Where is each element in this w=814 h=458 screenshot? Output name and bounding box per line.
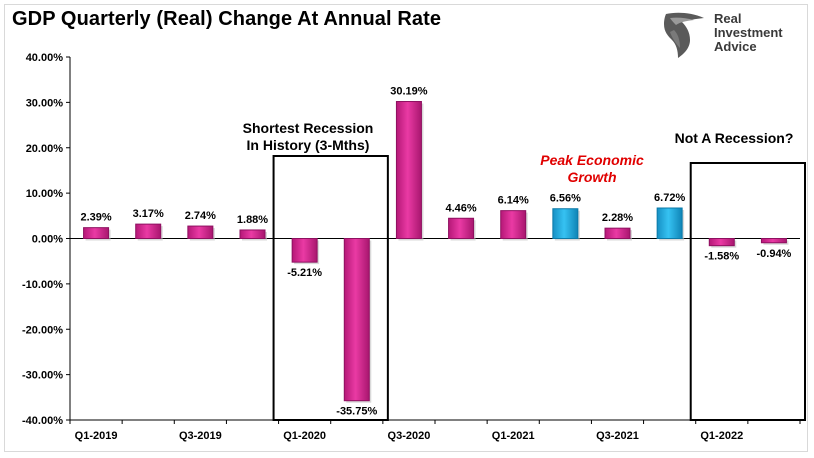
peak-annotation-line2: Growth [567, 169, 617, 185]
chart-title: GDP Quarterly (Real) Change At Annual Ra… [12, 8, 442, 30]
recession-annotation: Shortest Recession In History (3-Mths) [232, 120, 384, 154]
chart-frame [4, 4, 808, 452]
data-label: -1.58% [704, 251, 739, 263]
peak-annotation-line1: Peak Economic [540, 152, 644, 168]
bar [448, 217, 475, 240]
data-label: 6.56% [550, 193, 581, 205]
x-tick-label: Q1-2022 [700, 430, 743, 442]
y-tick-label: -20.00% [22, 324, 63, 336]
y-tick-label: 30.00% [26, 97, 64, 109]
bar [239, 229, 266, 239]
x-tick-label: Q3-2021 [596, 430, 639, 442]
data-label: -35.75% [336, 406, 377, 418]
peak-growth-annotation: Peak Economic Growth [522, 152, 662, 186]
y-tick-label: 10.00% [26, 188, 64, 200]
data-label: 2.74% [185, 210, 216, 222]
not-recession-annotation: Not A Recession? [674, 130, 794, 146]
data-label: -5.21% [287, 267, 322, 279]
y-tick-label: 20.00% [26, 143, 64, 155]
bar [552, 208, 579, 239]
y-tick-label: 40.00% [26, 52, 64, 64]
data-label: 6.14% [498, 195, 529, 207]
data-label: 1.88% [237, 214, 268, 226]
x-tick-label: Q1-2019 [75, 430, 118, 442]
x-tick-label: Q1-2021 [492, 430, 535, 442]
bar [395, 101, 422, 239]
annotation-box [689, 162, 807, 421]
data-label: 6.72% [654, 192, 685, 204]
x-tick-label: Q1-2020 [283, 430, 326, 442]
annotation-box [272, 155, 389, 421]
bar [83, 227, 110, 240]
eagle-icon [664, 12, 704, 58]
logo-text-real: Real [714, 11, 742, 26]
bar [343, 238, 370, 402]
data-label: 3.17% [133, 208, 164, 220]
bar [604, 227, 631, 239]
logo-text-advice: Advice [714, 39, 757, 54]
bar [708, 238, 735, 247]
y-tick-label: -40.00% [22, 415, 63, 427]
bar [135, 223, 162, 239]
bar [760, 238, 787, 244]
y-tick-label: -10.00% [22, 279, 63, 291]
logo-text-investment: Investment [714, 25, 783, 40]
brand-logo: Real Investment Advice [660, 10, 800, 60]
recession-annotation-line2: In History (3-Mths) [246, 137, 370, 153]
data-label: 2.39% [80, 212, 111, 224]
data-label: -0.94% [756, 248, 791, 260]
bar [187, 225, 214, 239]
data-label: 4.46% [445, 202, 476, 214]
data-label: 2.28% [602, 212, 633, 224]
recession-annotation-line1: Shortest Recession [242, 120, 374, 136]
y-tick-label: -30.00% [22, 370, 63, 382]
x-tick-label: Q3-2019 [179, 430, 222, 442]
bar [656, 207, 683, 239]
y-tick-label: 0.00% [32, 234, 63, 246]
x-tick-label: Q3-2020 [388, 430, 431, 442]
data-label: 30.19% [390, 86, 428, 98]
bar [291, 238, 318, 263]
bar [500, 210, 527, 240]
